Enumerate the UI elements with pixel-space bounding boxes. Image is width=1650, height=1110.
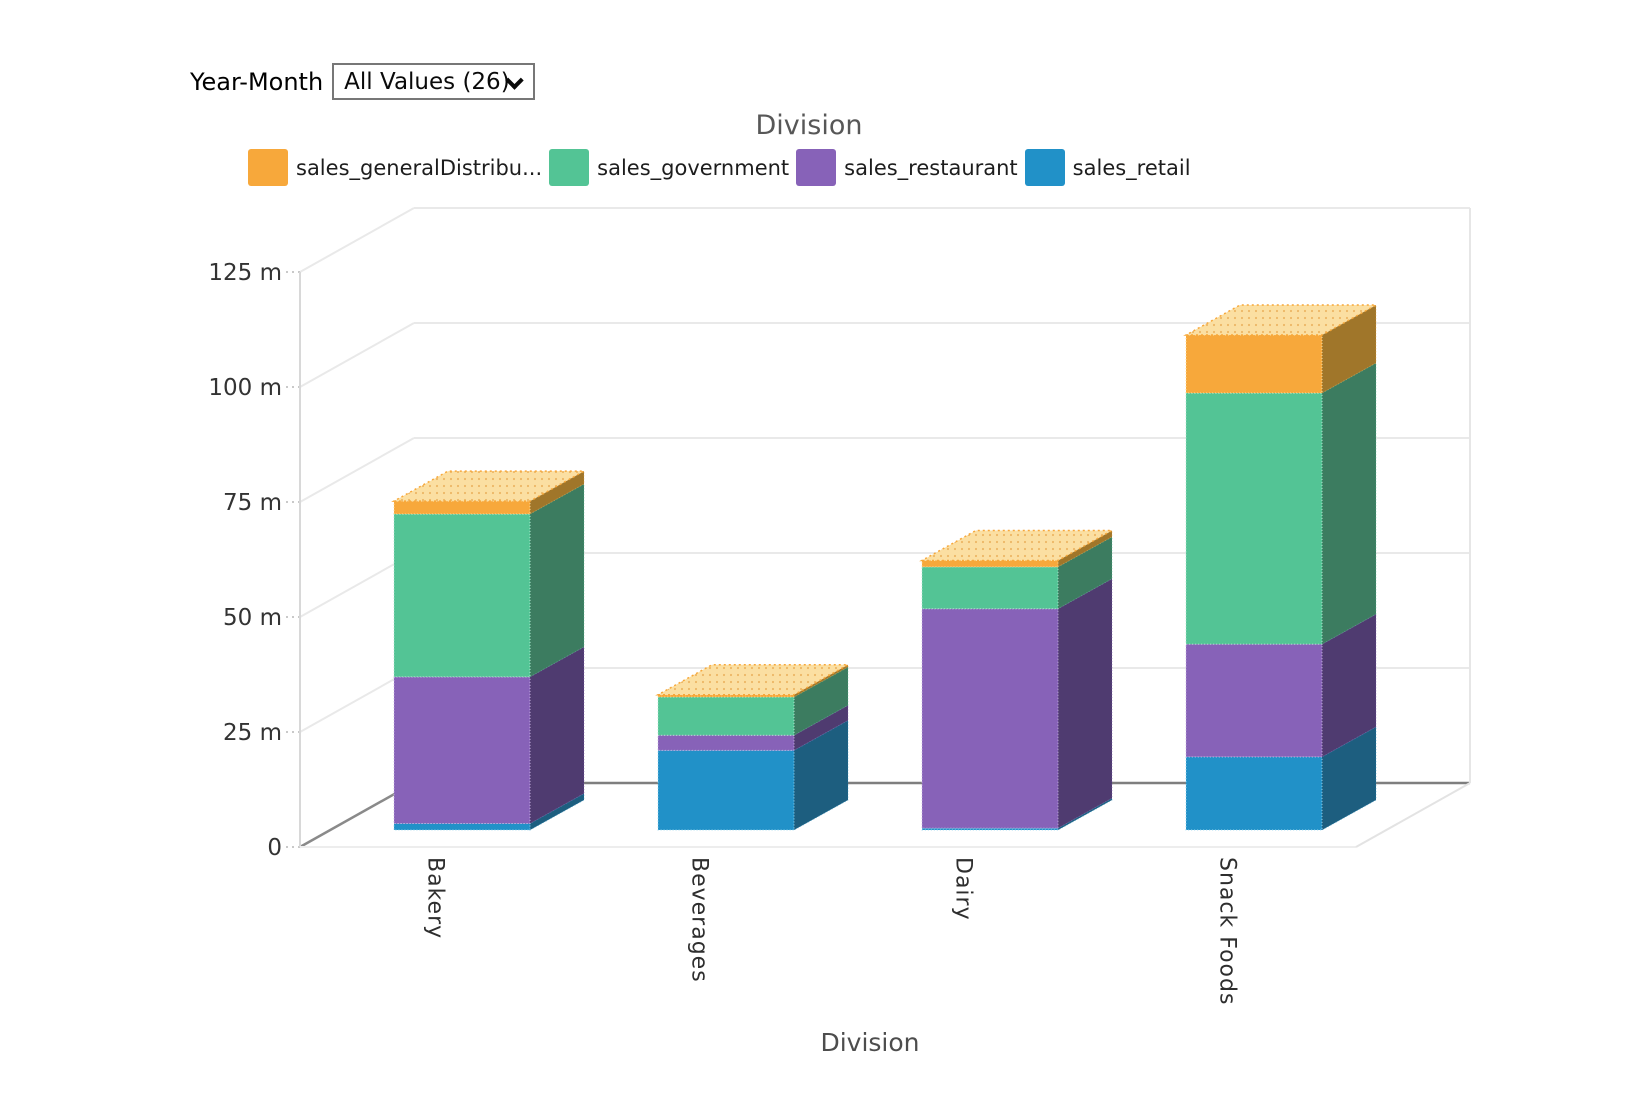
bar-segment-side bbox=[529, 470, 585, 515]
y-tick-label: 125 m bbox=[208, 260, 282, 286]
legend-item[interactable]: sales_generalDistribu... bbox=[248, 149, 542, 186]
grid-diagonal bbox=[299, 207, 415, 273]
x-axis-title: Division bbox=[820, 1028, 920, 1057]
legend-swatch-icon bbox=[248, 149, 288, 186]
y-tick-label: 25 m bbox=[223, 720, 282, 746]
bar-segment[interactable] bbox=[1185, 756, 1323, 831]
y-tick-label: 0 bbox=[267, 835, 282, 861]
bar-segment-side bbox=[1321, 362, 1377, 646]
legend-label: sales_restaurant bbox=[844, 155, 1018, 180]
legend-swatch-icon bbox=[796, 149, 837, 186]
bar-segment[interactable] bbox=[657, 734, 795, 751]
bar-segment[interactable] bbox=[393, 513, 531, 678]
year-month-filter-label: Year-Month bbox=[190, 67, 324, 96]
legend-item[interactable]: sales_restaurant bbox=[796, 149, 1018, 186]
bar-dairy[interactable] bbox=[919, 529, 1115, 831]
y-tick-label: 100 m bbox=[208, 375, 282, 401]
category-label: Beverages bbox=[686, 857, 712, 983]
bar-segment-side bbox=[793, 704, 849, 752]
bar-segment[interactable] bbox=[1185, 334, 1323, 394]
legend-label: sales_government bbox=[597, 155, 790, 180]
bar-segment[interactable] bbox=[1185, 643, 1323, 758]
category-label: Dairy bbox=[950, 857, 976, 921]
bar-segment-side bbox=[529, 483, 585, 678]
bar-snack-foods[interactable] bbox=[1183, 304, 1379, 831]
bar-top-face-dots bbox=[394, 471, 584, 502]
y-tick-label: 50 m bbox=[223, 605, 282, 631]
bar-top-face-edge bbox=[919, 529, 1115, 562]
category-label: Bakery bbox=[422, 857, 448, 940]
bar-segment-side bbox=[793, 719, 849, 831]
bar-segment[interactable] bbox=[921, 608, 1059, 829]
bar-top-face-dots bbox=[922, 530, 1112, 561]
bar-top-face-dots bbox=[658, 664, 848, 695]
bar-bakery[interactable] bbox=[391, 470, 587, 831]
category-label: Snack Foods bbox=[1214, 857, 1240, 1006]
year-month-filter: Year-Month All Values (26) bbox=[190, 63, 536, 100]
bar-segment-side bbox=[529, 645, 585, 825]
floor-right-edge bbox=[1355, 782, 1471, 848]
bar-top-face-edge bbox=[655, 664, 851, 696]
legend-swatch-icon bbox=[549, 149, 590, 186]
bar-segment[interactable] bbox=[393, 676, 531, 825]
bar-segment[interactable] bbox=[657, 749, 795, 831]
bar-segment[interactable] bbox=[1185, 392, 1323, 645]
bar-segment[interactable] bbox=[657, 694, 795, 698]
bar-beverages[interactable] bbox=[655, 663, 851, 831]
grid-diagonal bbox=[299, 322, 415, 388]
bar-segment[interactable] bbox=[921, 566, 1059, 610]
legend-label: sales_generalDistribu... bbox=[296, 155, 543, 180]
bar-segment[interactable] bbox=[393, 823, 531, 831]
year-month-select[interactable]: All Values (26) bbox=[332, 63, 536, 100]
legend: sales_generalDistribu... sales_government… bbox=[248, 149, 1191, 186]
legend-swatch-icon bbox=[1024, 149, 1065, 186]
bar-top-face-edge bbox=[391, 470, 587, 502]
bar-segment[interactable] bbox=[921, 827, 1059, 831]
bar-top-face-edge bbox=[1183, 304, 1379, 336]
chart-title: Division bbox=[755, 110, 863, 141]
bar-top-face-dots bbox=[1186, 305, 1376, 336]
bar-segment-side bbox=[1057, 577, 1113, 830]
legend-item[interactable]: sales_government bbox=[549, 149, 789, 186]
grid-diagonal bbox=[299, 437, 415, 503]
bar-segment-side bbox=[1321, 726, 1377, 831]
year-month-select-value: All Values (26) bbox=[344, 68, 510, 95]
legend-label: sales_retail bbox=[1072, 155, 1191, 180]
bar-segment[interactable] bbox=[921, 559, 1059, 568]
legend-item[interactable]: sales_retail bbox=[1024, 149, 1191, 186]
bar-segment-side bbox=[1057, 536, 1113, 610]
bar-segment-side bbox=[1321, 304, 1377, 394]
bar-segment[interactable] bbox=[657, 696, 795, 736]
y-tick-label: 75 m bbox=[223, 490, 282, 516]
bar-segment[interactable] bbox=[393, 500, 531, 515]
